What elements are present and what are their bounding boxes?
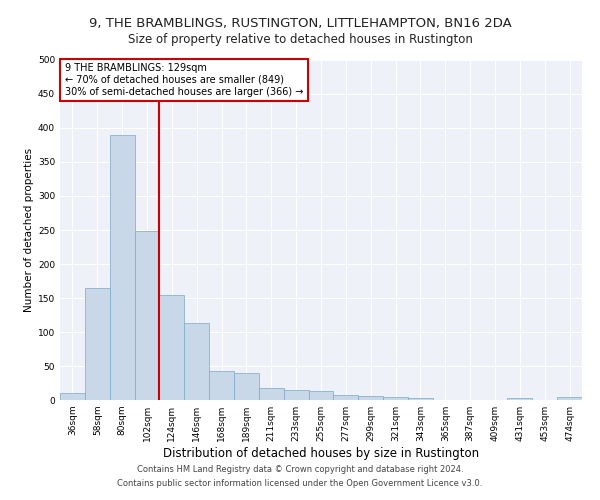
- Bar: [85, 288, 110, 400]
- Bar: [259, 388, 284, 400]
- Bar: [160, 294, 184, 400]
- X-axis label: Distribution of detached houses by size in Rustington: Distribution of detached houses by size …: [163, 447, 479, 460]
- Bar: [383, 396, 408, 400]
- Bar: [308, 391, 334, 400]
- Bar: [334, 394, 358, 400]
- Bar: [234, 373, 259, 400]
- Bar: [209, 372, 234, 400]
- Bar: [184, 323, 209, 400]
- Y-axis label: Number of detached properties: Number of detached properties: [24, 148, 34, 312]
- Bar: [110, 135, 134, 400]
- Bar: [134, 232, 160, 400]
- Text: 9, THE BRAMBLINGS, RUSTINGTON, LITTLEHAMPTON, BN16 2DA: 9, THE BRAMBLINGS, RUSTINGTON, LITTLEHAM…: [89, 18, 511, 30]
- Bar: [284, 390, 308, 400]
- Bar: [557, 398, 582, 400]
- Text: Contains HM Land Registry data © Crown copyright and database right 2024.
Contai: Contains HM Land Registry data © Crown c…: [118, 466, 482, 487]
- Text: Size of property relative to detached houses in Rustington: Size of property relative to detached ho…: [128, 32, 472, 46]
- Bar: [358, 396, 383, 400]
- Text: 9 THE BRAMBLINGS: 129sqm
← 70% of detached houses are smaller (849)
30% of semi-: 9 THE BRAMBLINGS: 129sqm ← 70% of detach…: [65, 64, 304, 96]
- Bar: [60, 392, 85, 400]
- Bar: [508, 398, 532, 400]
- Bar: [408, 398, 433, 400]
